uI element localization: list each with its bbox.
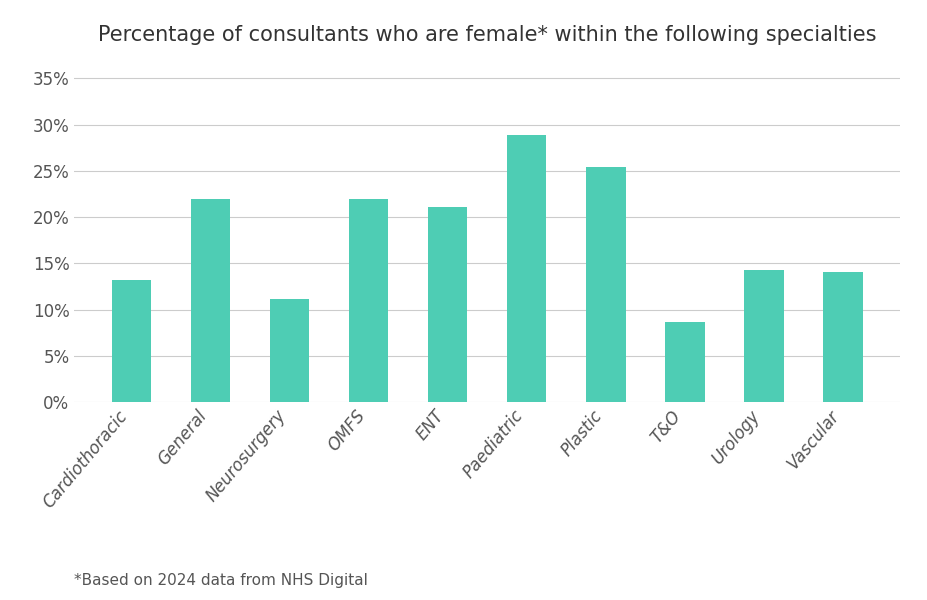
Bar bbox=[585, 167, 625, 402]
Bar bbox=[665, 322, 704, 402]
Bar bbox=[111, 280, 151, 402]
Bar bbox=[822, 272, 862, 402]
Bar bbox=[270, 299, 309, 402]
Bar bbox=[506, 135, 546, 402]
Bar bbox=[349, 199, 388, 402]
Text: *Based on 2024 data from NHS Digital: *Based on 2024 data from NHS Digital bbox=[74, 573, 368, 588]
Bar bbox=[191, 199, 230, 402]
Bar bbox=[743, 270, 782, 402]
Bar bbox=[427, 207, 467, 402]
Title: Percentage of consultants who are female* within the following specialties: Percentage of consultants who are female… bbox=[98, 25, 875, 44]
